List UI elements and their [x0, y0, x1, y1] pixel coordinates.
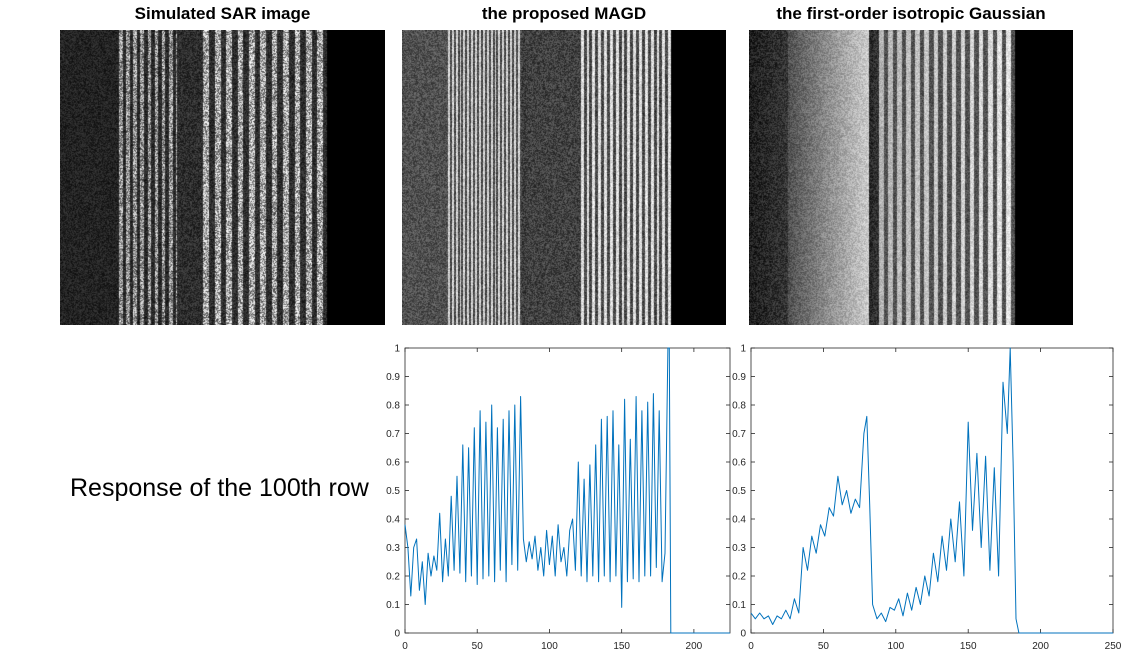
- y-tick-label: 0.8: [732, 401, 746, 412]
- y-tick-label: 0.4: [386, 515, 400, 526]
- gaussian-image: [749, 30, 1073, 325]
- y-tick-label: 0.1: [386, 600, 400, 611]
- y-tick-label: 0.7: [386, 429, 400, 440]
- y-tick-label: 0: [740, 629, 746, 640]
- plot-frame-1: [750, 347, 1114, 634]
- y-tick-label: 0.6: [386, 458, 400, 469]
- magd-texture: [402, 30, 726, 325]
- y-tick-label: 0: [394, 629, 400, 640]
- sar-image: [60, 30, 385, 325]
- x-tick-label: 150: [960, 641, 977, 652]
- y-tick-label: 0.3: [386, 543, 400, 554]
- x-tick-label: 0: [402, 641, 408, 652]
- panel-title-magd: the proposed MAGD: [481, 4, 647, 23]
- y-tick-label: 0.7: [732, 429, 746, 440]
- panel-title-sar: Simulated SAR image: [134, 4, 311, 23]
- x-tick-label: 50: [472, 641, 484, 652]
- y-tick-label: 1: [740, 344, 746, 355]
- x-tick-label: 100: [541, 641, 558, 652]
- y-tick-label: 0.3: [732, 543, 746, 554]
- response-series-0-0: [404, 347, 730, 634]
- x-tick-label: 150: [613, 641, 630, 652]
- gaussian-texture: [749, 30, 1073, 325]
- plot-frame-0: [404, 347, 731, 634]
- y-tick-label: 0.5: [732, 486, 746, 497]
- x-tick-label: 200: [1032, 641, 1049, 652]
- y-tick-label: 0.5: [386, 486, 400, 497]
- y-tick-label: 0.4: [732, 515, 746, 526]
- panel-title-gaussian: the first-order isotropic Gaussian: [776, 4, 1046, 23]
- y-tick-label: 0.2: [386, 572, 400, 583]
- x-tick-label: 250: [1105, 641, 1122, 652]
- y-tick-label: 1: [394, 344, 400, 355]
- sar-texture: [60, 30, 385, 325]
- y-tick-label: 0.8: [386, 401, 400, 412]
- y-tick-label: 0.9: [386, 372, 400, 383]
- x-tick-label: 0: [748, 641, 754, 652]
- x-tick-label: 200: [686, 641, 703, 652]
- x-tick-label: 100: [887, 641, 904, 652]
- y-tick-label: 0.6: [732, 458, 746, 469]
- y-tick-label: 0.2: [732, 572, 746, 583]
- y-tick-label: 0.1: [732, 600, 746, 611]
- row-response-label: Response of the 100th row: [70, 474, 369, 502]
- y-tick-label: 0.9: [732, 372, 746, 383]
- magd-image: [402, 30, 726, 325]
- x-tick-label: 50: [818, 641, 830, 652]
- response-series-1-0: [750, 347, 1113, 634]
